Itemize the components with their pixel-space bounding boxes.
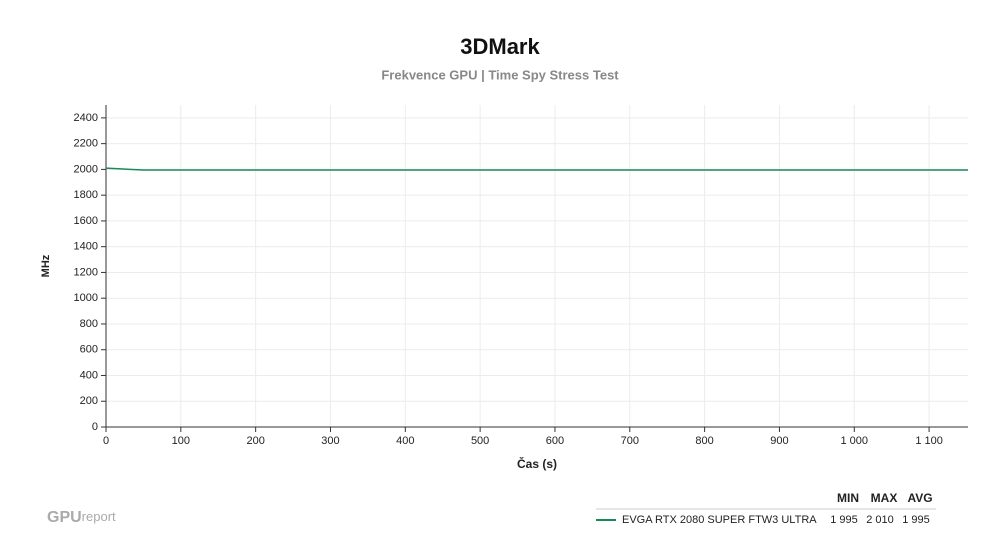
y-tick-label: 0: [92, 421, 98, 433]
y-tick-label: 800: [80, 318, 98, 330]
x-tick-label: 100: [172, 435, 190, 447]
chart-title: 3DMark: [460, 34, 540, 59]
x-tick-label: 0: [103, 435, 109, 447]
chart-subtitle: Frekvence GPU | Time Spy Stress Test: [381, 67, 619, 82]
x-tick-label: 1 000: [840, 435, 868, 447]
y-tick-label: 2000: [74, 163, 98, 175]
stats-header: MAX: [871, 491, 898, 505]
stats-value: 1 995: [830, 514, 858, 526]
stats-value: 1 995: [902, 514, 930, 526]
stats-header: AVG: [907, 491, 932, 505]
stats-header: MIN: [837, 491, 859, 505]
series-line: [105, 167, 968, 171]
y-tick-label: 1000: [74, 292, 98, 304]
y-tick-label: 2200: [74, 138, 98, 150]
y-tick-label: 2400: [74, 112, 98, 124]
y-axis-label: MHz: [40, 254, 52, 277]
x-tick-label: 200: [246, 435, 264, 447]
stats-value: 2 010: [866, 514, 894, 526]
y-tick-label: 1200: [74, 266, 98, 278]
y-tick-label: 1400: [74, 241, 98, 253]
y-tick-label: 200: [80, 395, 98, 407]
x-tick-label: 500: [471, 435, 489, 447]
y-tick-label: 1800: [74, 189, 98, 201]
y-tick-label: 1600: [74, 215, 98, 227]
x-axis-label: Čas (s): [517, 456, 557, 471]
legend-label: EVGA RTX 2080 SUPER FTW3 ULTRA: [622, 514, 817, 526]
x-tick-label: 800: [695, 435, 713, 447]
y-tick-label: 600: [80, 344, 98, 356]
logo: GPUreport: [47, 509, 116, 526]
x-tick-label: 900: [770, 435, 788, 447]
x-tick-label: 1 100: [915, 435, 943, 447]
x-tick-label: 400: [396, 435, 414, 447]
x-tick-label: 700: [621, 435, 639, 447]
logo-bold: GPU: [47, 509, 82, 526]
x-tick-label: 300: [321, 435, 339, 447]
logo-light: report: [82, 509, 116, 524]
x-tick-label: 600: [546, 435, 564, 447]
y-tick-label: 400: [80, 369, 98, 381]
